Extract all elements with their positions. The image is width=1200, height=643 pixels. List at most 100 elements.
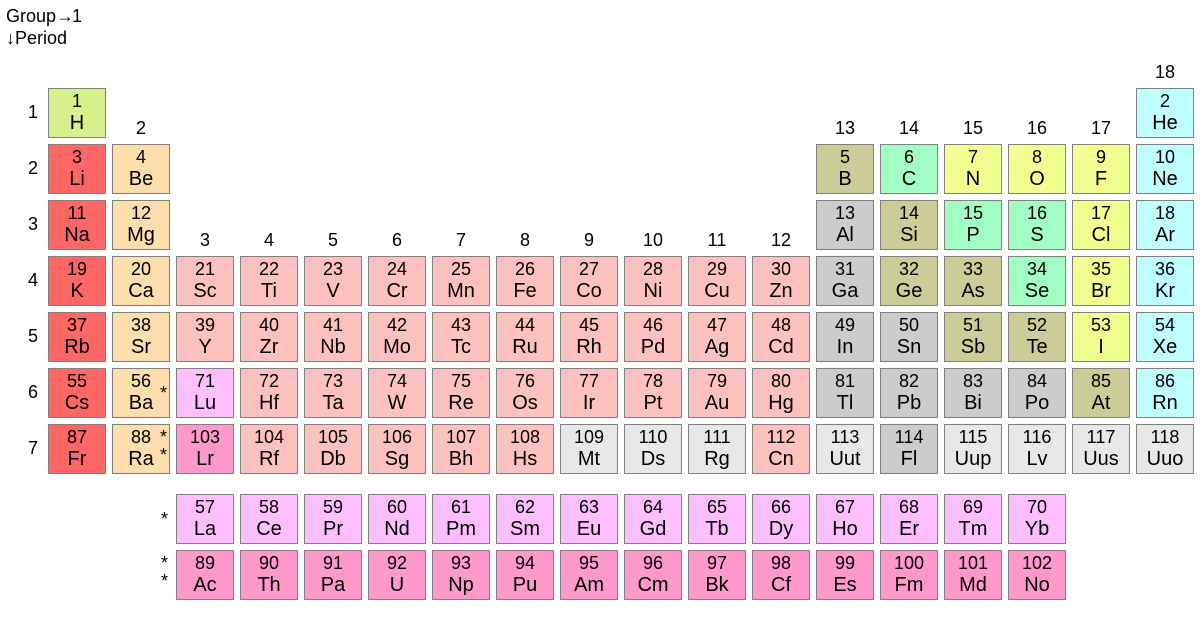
- symbol: Tc: [451, 336, 471, 359]
- group-number-1: 1: [48, 6, 106, 27]
- symbol: Lv: [1026, 448, 1047, 471]
- element-Bk: 97Bk: [688, 550, 746, 600]
- atomic-number: 46: [643, 315, 663, 336]
- atomic-number: 6: [904, 147, 914, 168]
- symbol: Es: [833, 574, 856, 597]
- atomic-number: 82: [899, 371, 919, 392]
- atomic-number: 3: [72, 147, 82, 168]
- element-Be: 4Be: [112, 144, 170, 194]
- element-La: 57La: [176, 494, 234, 544]
- element-Eu: 63Eu: [560, 494, 618, 544]
- element-Cs: 55Cs: [48, 368, 106, 418]
- atomic-number: 80: [771, 371, 791, 392]
- atomic-number: 18: [1155, 203, 1175, 224]
- element-Bh: 107Bh: [432, 424, 490, 474]
- element-Fr: 87Fr: [48, 424, 106, 474]
- symbol: Sc: [193, 280, 216, 303]
- atomic-number: 31: [835, 259, 855, 280]
- element-Cf: 98Cf: [752, 550, 810, 600]
- element-Sc: 21Sc: [176, 256, 234, 306]
- atomic-number: 24: [387, 259, 407, 280]
- symbol: Fl: [901, 448, 918, 471]
- atomic-number: 11: [68, 203, 87, 224]
- atomic-number: 14: [899, 203, 919, 224]
- element-Es: 99Es: [816, 550, 874, 600]
- atomic-number: 117: [1087, 427, 1116, 448]
- atomic-number: 100: [894, 553, 924, 574]
- group-number-12: 12: [752, 230, 810, 251]
- element-Te: 52Te: [1008, 312, 1066, 362]
- period-number-1: 1: [8, 102, 38, 123]
- symbol: Sm: [510, 518, 540, 541]
- atomic-number: 61: [451, 497, 471, 518]
- element-Hg: 80Hg: [752, 368, 810, 418]
- atomic-number: 17: [1091, 203, 1111, 224]
- element-Hs: 108Hs: [496, 424, 554, 474]
- symbol: Lr: [196, 448, 214, 471]
- atomic-number: 98: [771, 553, 791, 574]
- atomic-number: 96: [643, 553, 663, 574]
- element-Pt: 78Pt: [624, 368, 682, 418]
- period-number-5: 5: [8, 326, 38, 347]
- element-Ho: 67Ho: [816, 494, 874, 544]
- symbol: Cr: [386, 280, 407, 303]
- element-Zr: 40Zr: [240, 312, 298, 362]
- symbol: Cu: [704, 280, 730, 303]
- symbol: Fr: [68, 448, 87, 471]
- symbol: Cd: [768, 336, 794, 359]
- atomic-number: 57: [195, 497, 215, 518]
- element-Cr: 24Cr: [368, 256, 426, 306]
- atomic-number: 110: [639, 427, 668, 448]
- symbol: Mt: [578, 448, 600, 471]
- symbol: Tb: [705, 518, 728, 541]
- element-Sn: 50Sn: [880, 312, 938, 362]
- atomic-number: 81: [835, 371, 855, 392]
- symbol: Rg: [704, 448, 730, 471]
- element-Y: 39Y: [176, 312, 234, 362]
- atomic-number: 59: [323, 497, 343, 518]
- symbol: Al: [836, 224, 854, 247]
- element-Ge: 32Ge: [880, 256, 938, 306]
- atomic-number: 30: [771, 259, 791, 280]
- atomic-number: 64: [643, 497, 663, 518]
- atomic-number: 2: [1160, 91, 1170, 112]
- element-Rh: 45Rh: [560, 312, 618, 362]
- element-W: 74W: [368, 368, 426, 418]
- element-Fm: 100Fm: [880, 550, 938, 600]
- symbol: Db: [320, 448, 346, 471]
- element-Yb: 70Yb: [1008, 494, 1066, 544]
- group-number-11: 11: [688, 230, 746, 251]
- symbol: Bk: [705, 574, 728, 597]
- group-number-5: 5: [304, 230, 362, 251]
- atomic-number: 22: [259, 259, 279, 280]
- element-Nb: 41Nb: [304, 312, 362, 362]
- atomic-number: 73: [323, 371, 343, 392]
- atomic-number: 54: [1155, 315, 1175, 336]
- symbol: Pm: [446, 518, 476, 541]
- periodic-table: Group→ ↓Period 1234567891011121314151617…: [0, 0, 1200, 643]
- atomic-number: 27: [579, 259, 599, 280]
- atomic-number: 38: [131, 315, 151, 336]
- atomic-number: 58: [259, 497, 279, 518]
- atomic-number: 1: [72, 91, 82, 112]
- period-number-6: 6: [8, 382, 38, 403]
- atomic-number: 103: [190, 427, 220, 448]
- element-Sg: 106Sg: [368, 424, 426, 474]
- atomic-number: 72: [259, 371, 279, 392]
- symbol: Ne: [1152, 168, 1178, 191]
- element-Ca: 20Ca: [112, 256, 170, 306]
- element-O: 8O: [1008, 144, 1066, 194]
- element-Tc: 43Tc: [432, 312, 490, 362]
- element-K: 19K: [48, 256, 106, 306]
- element-N: 7N: [944, 144, 1002, 194]
- symbol: Pr: [323, 518, 343, 541]
- atomic-number: 112: [767, 427, 796, 448]
- atomic-number: 19: [67, 259, 87, 280]
- atomic-number: 47: [707, 315, 727, 336]
- symbol: Se: [1025, 280, 1049, 303]
- atomic-number: 10: [1155, 147, 1175, 168]
- symbol: Cn: [768, 448, 794, 471]
- atomic-number: 35: [1091, 259, 1111, 280]
- element-Dy: 66Dy: [752, 494, 810, 544]
- atomic-number: 42: [387, 315, 407, 336]
